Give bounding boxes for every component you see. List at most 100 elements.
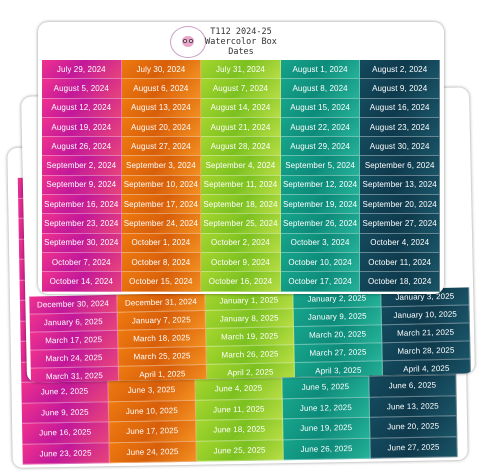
date-sticker: July 29, 2024	[42, 60, 122, 80]
date-sticker: September 2, 2024	[42, 156, 122, 176]
date-sticker: August 28, 2024	[201, 137, 281, 157]
date-sticker: September 3, 2024	[121, 156, 202, 176]
date-sticker: September 16, 2024	[42, 195, 122, 215]
date-sticker: September 19, 2024	[280, 195, 361, 215]
date-sticker: August 23, 2024	[360, 117, 440, 138]
date-sticker: July 30, 2024	[121, 60, 202, 80]
date-sticker: June 2, 2025	[21, 381, 109, 404]
date-sticker: August 27, 2024	[121, 137, 202, 157]
date-sticker: September 18, 2024	[201, 195, 281, 215]
date-sticker: March 31, 2025	[30, 366, 120, 383]
date-sticker: August 14, 2024	[201, 98, 281, 118]
date-sticker: June 10, 2025	[108, 400, 197, 423]
date-sticker: October 9, 2024	[201, 252, 281, 273]
date-sticker: January 1, 2025	[205, 291, 294, 311]
date-sticker: June 4, 2025	[195, 378, 283, 401]
front-date-grid: July 29, 2024 July 30, 2024 July 31, 2024 A…	[42, 60, 440, 292]
date-sticker: January 8, 2025	[205, 309, 294, 329]
owl-right-eye	[189, 39, 193, 43]
date-sticker: September 17, 2024	[121, 195, 202, 215]
date-sticker: July 31, 2024	[201, 60, 281, 80]
date-sticker: September 11, 2024	[201, 175, 281, 196]
date-sticker: August 19, 2024	[42, 117, 122, 138]
date-sticker: August 26, 2024	[42, 137, 122, 157]
sheet-header: T112 2024-25 Watercolor Box Dates	[38, 22, 444, 58]
date-sticker: August 20, 2024	[121, 117, 202, 138]
date-sticker: January 10, 2025	[381, 305, 470, 326]
date-sticker: August 8, 2024	[280, 79, 361, 99]
date-sticker: June 9, 2025	[21, 401, 110, 424]
date-sticker: September 30, 2024	[42, 233, 122, 253]
date-sticker: October 16, 2024	[201, 272, 281, 292]
date-sticker: June 6, 2025	[369, 375, 457, 398]
date-sticker: August 21, 2024	[201, 117, 281, 138]
owl-left-eye	[183, 39, 187, 43]
date-sticker: August 9, 2024	[360, 79, 440, 99]
date-sticker: March 18, 2025	[117, 328, 207, 349]
date-sticker: August 6, 2024	[121, 79, 202, 99]
date-sticker: October 15, 2024	[121, 272, 202, 292]
date-sticker: June 20, 2025	[370, 416, 458, 439]
date-sticker: August 13, 2024	[121, 98, 202, 118]
date-sticker: September 27, 2024	[360, 214, 440, 234]
date-sticker: August 30, 2024	[360, 137, 440, 157]
date-sticker: October 2, 2024	[201, 233, 281, 253]
date-sticker: June 16, 2025	[22, 422, 110, 445]
date-sticker: March 24, 2025	[30, 348, 119, 369]
date-sticker: June 23, 2025	[22, 442, 110, 465]
date-sticker: October 17, 2024	[280, 272, 361, 292]
middle-date-grid: December 30, 2024 December 31, 2024 Januar…	[29, 287, 472, 383]
date-sticker: December 31, 2024	[117, 292, 206, 313]
date-sticker: June 3, 2025	[108, 379, 196, 402]
date-sticker: January 7, 2025	[117, 310, 206, 331]
sheet-title-code: T112 2024-25	[210, 27, 272, 37]
date-sticker: August 1, 2024	[280, 60, 361, 80]
sheet-title-name: Watercolor Box	[205, 37, 277, 47]
date-sticker: October 4, 2024	[360, 233, 440, 253]
date-sticker: September 20, 2024	[360, 195, 440, 215]
date-sticker: October 7, 2024	[42, 252, 122, 273]
date-sticker: September 9, 2024	[42, 175, 122, 196]
date-sticker: March 20, 2025	[293, 325, 383, 346]
date-sticker: October 14, 2024	[42, 272, 122, 292]
date-sticker: December 30, 2024	[29, 294, 118, 315]
date-sticker: June 19, 2025	[283, 417, 371, 440]
front-sticker-sheet: T112 2024-25 Watercolor Box Dates July 2…	[38, 22, 444, 294]
date-sticker: August 29, 2024	[280, 137, 361, 157]
owl-logo-icon	[170, 26, 206, 58]
date-sticker: March 21, 2025	[381, 323, 471, 344]
date-sticker: October 8, 2024	[121, 252, 202, 273]
date-sticker: August 5, 2024	[42, 79, 122, 99]
date-sticker: June 26, 2025	[283, 438, 371, 461]
date-sticker: September 4, 2024	[201, 156, 281, 176]
date-sticker: September 6, 2024	[360, 156, 440, 176]
date-sticker: June 11, 2025	[195, 398, 284, 421]
date-sticker: June 24, 2025	[109, 441, 197, 464]
date-sticker: June 12, 2025	[282, 397, 371, 420]
date-sticker: June 5, 2025	[282, 376, 370, 399]
date-sticker: September 10, 2024	[121, 175, 202, 196]
date-sticker: August 2, 2024	[360, 60, 440, 80]
date-sticker: August 12, 2024	[42, 98, 122, 118]
sheet-title-sub: Dates	[228, 47, 254, 57]
date-sticker: June 13, 2025	[369, 395, 457, 418]
date-sticker: March 28, 2025	[382, 341, 471, 362]
date-sticker: June 25, 2025	[196, 439, 284, 462]
date-sticker: June 27, 2025	[370, 436, 458, 459]
date-sticker: September 26, 2024	[280, 214, 361, 234]
date-sticker: August 16, 2024	[360, 98, 440, 118]
date-sticker: June 17, 2025	[109, 420, 197, 443]
date-sticker: August 22, 2024	[280, 117, 361, 138]
date-sticker: August 7, 2024	[201, 79, 281, 99]
date-sticker: October 1, 2024	[121, 233, 202, 253]
date-sticker: October 3, 2024	[280, 233, 361, 253]
date-sticker: June 18, 2025	[196, 419, 284, 442]
date-sticker: January 6, 2025	[29, 312, 118, 333]
date-sticker: March 17, 2025	[29, 330, 119, 351]
date-sticker: October 18, 2024	[360, 272, 440, 292]
date-sticker: September 5, 2024	[280, 156, 361, 176]
date-sticker: March 26, 2025	[206, 345, 295, 365]
date-sticker: August 15, 2024	[280, 98, 361, 118]
date-sticker: October 10, 2024	[280, 252, 361, 273]
date-sticker: October 11, 2024	[360, 252, 440, 273]
